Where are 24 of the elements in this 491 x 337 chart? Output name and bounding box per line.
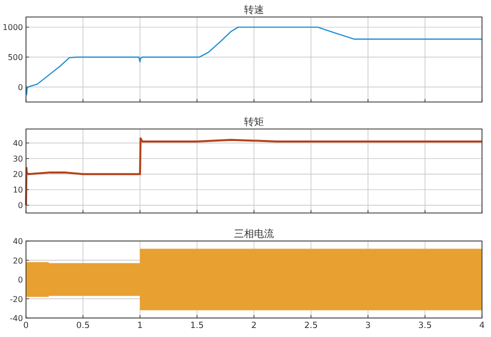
x-tick-label: 3.5 [418,321,432,331]
x-tick-label: 3 [365,321,371,331]
x-tick-label: 2 [251,321,257,331]
y-tick-label: 10 [12,186,23,195]
y-tick-label: -20 [10,294,23,304]
y-tick-label: 30 [12,154,23,164]
y-tick-label: 0 [18,201,23,210]
y-tick-label: 20 [12,170,23,180]
y-tick-label: 500 [8,53,23,62]
chart-title: 转速 [244,4,264,16]
x-tick-label: 4 [479,321,485,331]
x-tick-label: 1 [137,321,143,331]
y-tick-label: 0 [18,83,23,92]
y-tick-label: 20 [12,256,23,266]
chart-title: 转矩 [244,116,264,128]
y-tick-label: 0 [18,276,23,284]
x-tick-label: 1.5 [190,321,204,331]
x-tick-label: 2.5 [304,321,318,331]
x-tick-label: 0.5 [76,321,90,331]
chart-title: 三相电流 [234,228,274,240]
y-tick-label: -40 [10,314,23,323]
y-tick-label: 40 [12,139,23,148]
y-tick-label: 40 [12,237,23,246]
y-tick-label: 1000 [2,23,23,32]
